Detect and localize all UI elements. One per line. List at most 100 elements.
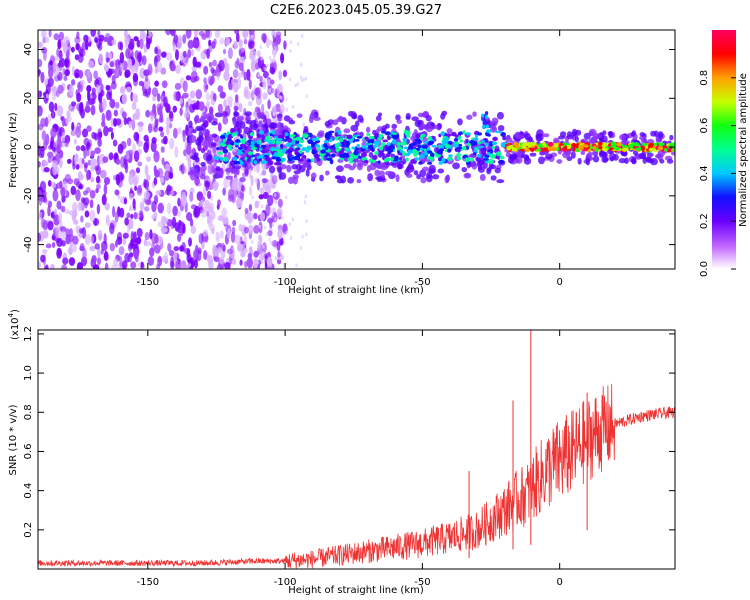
heatmap-cell: [140, 261, 144, 268]
heatmap-cell: [169, 111, 174, 123]
heatmap-cell: [47, 66, 54, 79]
snr-y-tick-label: 0.8: [23, 404, 34, 420]
heatmap-cell: [275, 156, 280, 162]
heatmap-cell: [207, 154, 213, 160]
heatmap-cell: [356, 155, 363, 159]
heatmap-cell: [262, 245, 265, 250]
heatmap-cell: [222, 116, 229, 125]
heatmap-cell: [515, 156, 523, 164]
heatmap-cell: [119, 256, 123, 268]
heatmap-cell: [91, 131, 97, 140]
heatmap-cell: [538, 143, 543, 148]
heatmap-cell: [47, 179, 52, 187]
heatmap-cell: [103, 183, 108, 196]
heatmap-cell: [220, 110, 228, 118]
heatmap-cell: [96, 183, 101, 190]
heatmap-cell: [336, 117, 344, 123]
heatmap-cell: [454, 134, 459, 138]
heatmap-cell: [277, 250, 281, 258]
heatmap-cell: [154, 80, 159, 87]
heatmap-cell: [68, 103, 72, 111]
heatmap-cell: [648, 147, 654, 152]
heatmap-cell: [90, 157, 96, 166]
heatmap-cell: [303, 125, 309, 133]
heatmap-cell: [384, 158, 388, 163]
heatmap-cell: [366, 133, 371, 136]
heatmap-cell: [244, 207, 249, 215]
heatmap-cell: [222, 48, 226, 55]
heatmap-cell: [477, 165, 485, 173]
heatmap-cell: [474, 134, 479, 138]
heatmap-cell: [276, 36, 281, 45]
heatmap-cell: [444, 143, 451, 149]
heatmap-cell: [68, 228, 73, 237]
heatmap-cell: [80, 145, 86, 152]
heatmap-cell: [405, 157, 409, 162]
heatmap-cell: [249, 185, 253, 196]
heatmap-cell: [248, 203, 253, 212]
heatmap-cell: [104, 262, 109, 269]
heatmap-cell: [265, 203, 271, 216]
heatmap-cell: [274, 135, 278, 140]
heatmap-cell: [253, 250, 259, 258]
heatmap-cell: [258, 158, 263, 162]
colorbar-tick-label: 0.8: [699, 70, 710, 86]
heatmap-cell: [48, 60, 54, 66]
snr-x-tick-label: -100: [274, 577, 297, 588]
heatmap-cell: [304, 76, 308, 81]
heatmap-cell: [150, 140, 157, 153]
heatmap-cell: [208, 223, 215, 232]
heatmap-cell: [357, 114, 364, 123]
heatmap-cell: [300, 33, 304, 38]
heatmap-cell: [601, 147, 609, 152]
heatmap-cell: [278, 95, 282, 100]
heatmap-cell: [174, 146, 179, 159]
heatmap-cell: [70, 101, 77, 107]
heatmap-cell: [296, 143, 303, 148]
heatmap-cell: [82, 248, 87, 260]
heatmap-cell: [86, 85, 92, 93]
heatmap-cell: [38, 41, 43, 48]
heatmap-cell: [550, 146, 557, 152]
heatmap-cell: [110, 81, 117, 90]
heatmap-cell: [256, 133, 265, 139]
heatmap-cell: [669, 134, 674, 141]
heatmap-cell: [453, 137, 459, 142]
heatmap-cell: [301, 148, 307, 151]
heatmap-cell: [189, 90, 196, 99]
heatmap-x-tick-label: -100: [274, 277, 297, 288]
heatmap-cell: [348, 160, 354, 164]
heatmap-cell: [354, 138, 360, 142]
heatmap-cell: [275, 103, 281, 113]
heatmap-cell: [482, 152, 487, 156]
heatmap-cell: [472, 152, 477, 155]
heatmap-cell: [547, 141, 554, 147]
heatmap-cell: [244, 111, 252, 117]
heatmap-cell: [364, 142, 370, 146]
heatmap-cell: [139, 38, 144, 50]
heatmap-cell: [47, 151, 54, 159]
heatmap-cell: [492, 136, 498, 142]
heatmap-cell: [75, 189, 81, 202]
heatmap-cell: [670, 151, 675, 156]
heatmap-cell: [267, 260, 270, 265]
heatmap-cell: [334, 135, 340, 141]
heatmap-cell: [59, 226, 67, 233]
heatmap-cell: [64, 209, 71, 215]
heatmap-cell: [535, 133, 542, 139]
heatmap-cell: [478, 145, 485, 149]
heatmap-cell: [85, 39, 89, 51]
heatmap-cell: [292, 176, 298, 185]
heatmap-cell: [58, 52, 63, 60]
heatmap-cell: [261, 169, 267, 176]
heatmap-cell: [274, 162, 280, 166]
heatmap-cell: [306, 145, 312, 150]
heatmap-cell: [194, 176, 200, 186]
heatmap-cell: [214, 30, 221, 39]
heatmap-cell: [482, 124, 486, 129]
heatmap-cell: [38, 105, 43, 117]
heatmap-cell: [465, 138, 469, 144]
colorbar-tick-label: 0.2: [699, 213, 710, 229]
heatmap-cell: [368, 136, 375, 140]
heatmap-cell: [213, 181, 217, 187]
